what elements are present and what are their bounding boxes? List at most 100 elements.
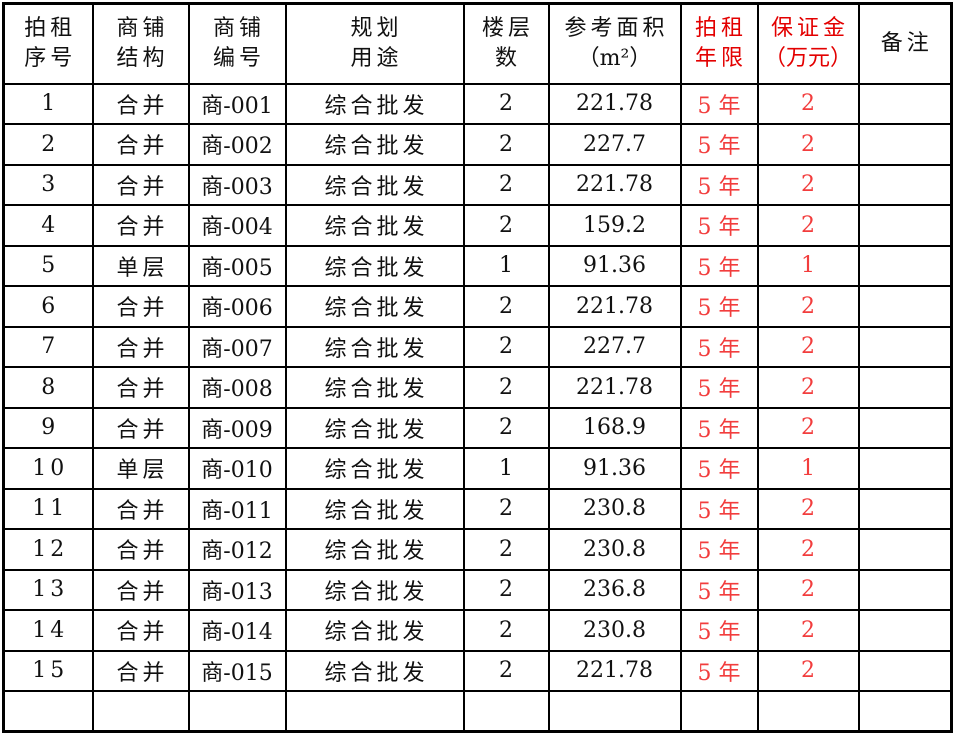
cell-term: 5 年 [679,406,759,449]
col-header-structure: 商铺 结构 [91,2,190,85]
cell-seq: 7 [2,325,94,368]
header-line: 数 [494,45,521,71]
cell-area: 230.8 [547,487,682,530]
cell-term: 5 年 [679,325,759,368]
header-row: 拍租 序号 商铺 结构 商铺 编号 规划 用途 楼层 数 [2,2,953,85]
header-line: 用途 [350,45,403,71]
header-line: 编号 [212,45,265,71]
cell-shop-no: 商-013 [187,568,287,611]
cell-remark [857,244,953,287]
header-line: 商铺 [116,15,169,41]
cell-structure: 合并 [91,649,190,692]
cell-floors: 1 [462,244,550,287]
cell-shop-no: 商-012 [187,528,287,571]
cell-seq: 15 [2,649,94,692]
cell-deposit: 2 [756,406,860,449]
cell-term: 5 年 [679,163,759,206]
header-line: 拍租 [24,15,77,41]
cell-deposit: 2 [756,649,860,692]
cell-floors: 2 [462,123,550,166]
cell-floors: 2 [462,204,550,247]
cell-floors [462,690,550,733]
header-line: 参考面积 [564,15,669,41]
cell-seq: 10 [2,447,94,490]
cell-usage: 综合批发 [284,447,465,490]
cell-area: 236.8 [547,568,682,611]
header-line: 楼层 [481,15,534,41]
cell-deposit [756,690,860,733]
col-header-term: 拍租 年限 [679,2,759,85]
cell-seq: 1 [2,82,94,125]
cell-term: 5 年 [679,649,759,692]
cell-remark [857,447,953,490]
cell-seq [2,690,94,733]
cell-term: 5 年 [679,487,759,530]
col-header-usage: 规划 用途 [284,2,465,85]
cell-floors: 2 [462,82,550,125]
cell-deposit: 2 [756,528,860,571]
cell-shop-no: 商-008 [187,366,287,409]
cell-area: 221.78 [547,366,682,409]
table-row [2,690,953,733]
cell-structure: 合并 [91,285,190,328]
header-line: 年限 [694,45,747,71]
cell-shop-no: 商-005 [187,244,287,287]
header-line: （m²） [577,45,652,71]
cell-shop-no: 商-014 [187,609,287,652]
col-header-floors: 楼层 数 [462,2,550,85]
header-line: 结构 [116,45,169,71]
cell-remark [857,325,953,368]
cell-remark [857,568,953,611]
cell-deposit: 2 [756,163,860,206]
cell-deposit: 1 [756,244,860,287]
cell-area: 91.36 [547,244,682,287]
cell-seq: 2 [2,123,94,166]
cell-deposit: 2 [756,82,860,125]
cell-deposit: 2 [756,609,860,652]
cell-usage: 综合批发 [284,406,465,449]
cell-usage: 综合批发 [284,487,465,530]
cell-term: 5 年 [679,447,759,490]
cell-shop-no: 商-001 [187,82,287,125]
cell-usage: 综合批发 [284,285,465,328]
cell-area [547,690,682,733]
cell-usage: 综合批发 [284,82,465,125]
cell-remark [857,406,953,449]
cell-structure: 合并 [91,123,190,166]
header-line: 序号 [24,45,77,71]
cell-structure: 合并 [91,204,190,247]
cell-term: 5 年 [679,528,759,571]
cell-area: 230.8 [547,528,682,571]
cell-term: 5 年 [679,123,759,166]
header-line: 商铺 [212,15,265,41]
cell-remark [857,690,953,733]
cell-remark [857,285,953,328]
cell-structure: 合并 [91,487,190,530]
cell-floors: 1 [462,447,550,490]
col-header-shop-no: 商铺 编号 [187,2,287,85]
cell-structure: 合并 [91,82,190,125]
cell-usage: 综合批发 [284,649,465,692]
cell-structure: 单层 [91,244,190,287]
cell-shop-no: 商-015 [187,649,287,692]
header-line: 拍租 [694,15,747,41]
cell-shop-no [187,690,287,733]
cell-area: 227.7 [547,123,682,166]
cell-remark [857,82,953,125]
cell-term [679,690,759,733]
cell-usage: 综合批发 [284,528,465,571]
cell-structure: 合并 [91,568,190,611]
cell-term: 5 年 [679,568,759,611]
cell-area: 230.8 [547,609,682,652]
